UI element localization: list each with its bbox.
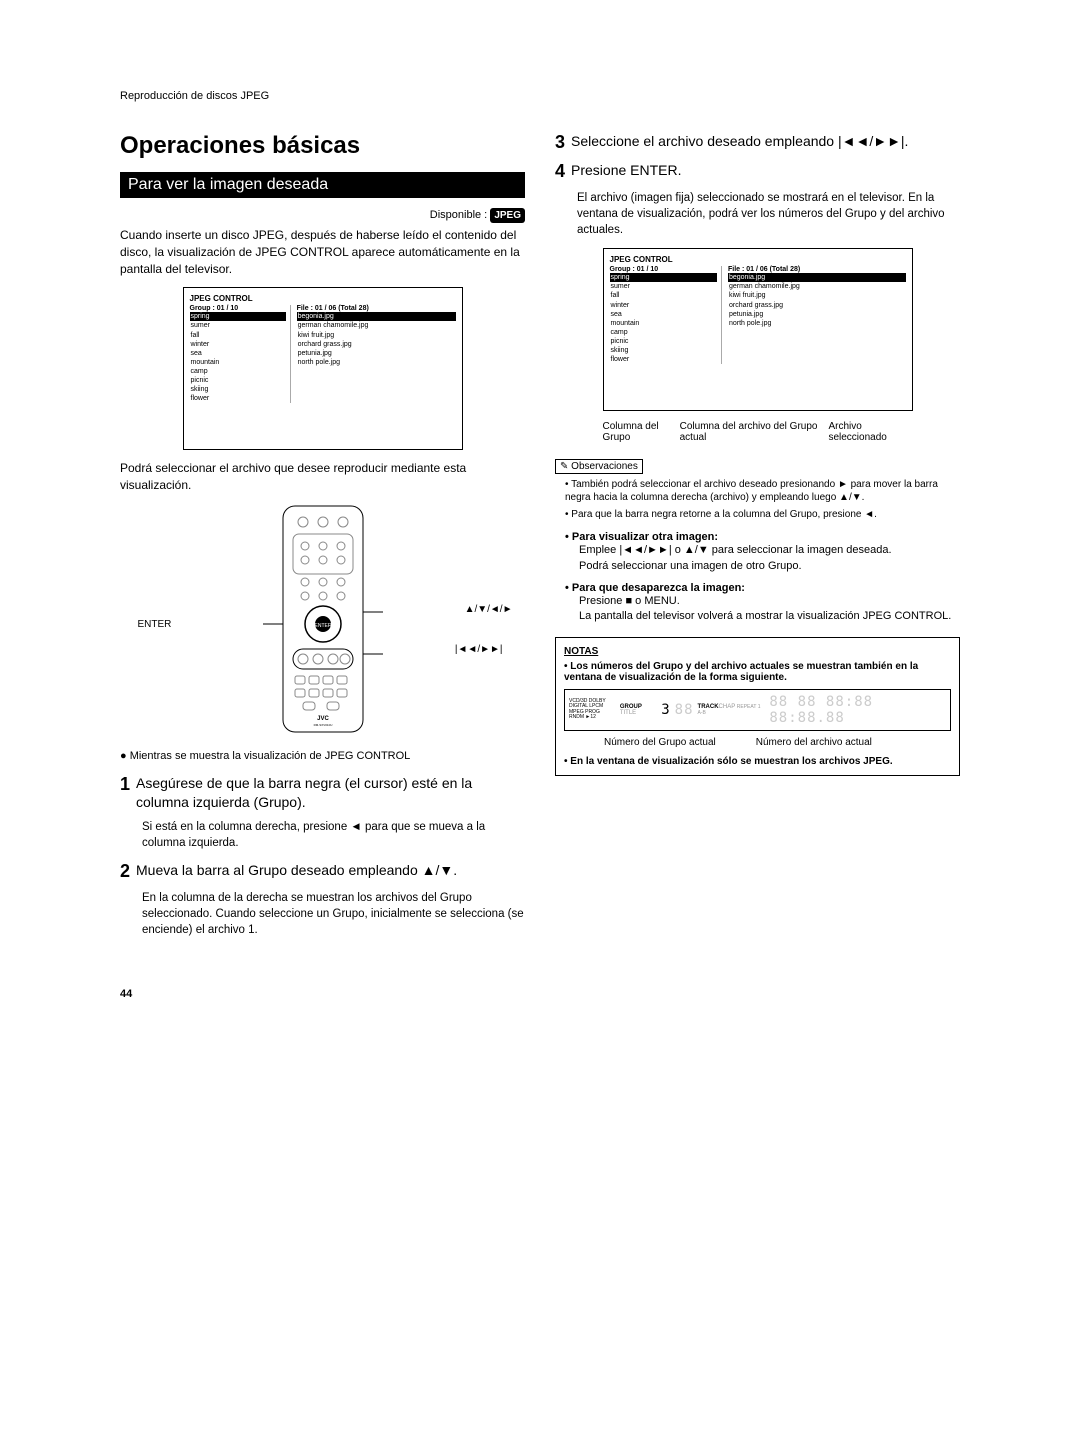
step-1: 1 Asegúrese de que la barra negra (el cu… [120, 774, 525, 810]
step-1-detail: Si está en la columna derecha, presione … [142, 819, 525, 851]
step-2-detail: En la columna de la derecha se muestran … [142, 890, 525, 938]
available-label: Disponible : JPEG [120, 208, 525, 223]
svg-text:JVC: JVC [317, 716, 329, 722]
svg-text:RM-SXV010U: RM-SXV010U [313, 723, 332, 727]
step-4: 4 Presione ENTER. [555, 161, 960, 182]
notas-box: NOTAS • Los números del Grupo y del arch… [555, 637, 960, 776]
intro-text: Cuando inserte un disco JPEG, después de… [120, 227, 525, 277]
visualizar-otra: • Para visualizar otra imagen: Emplee |◄… [555, 531, 960, 574]
page-title: Operaciones básicas [120, 132, 525, 160]
page-number: 44 [120, 988, 960, 1000]
step-3: 3 Seleccione el archivo deseado empleand… [555, 132, 960, 153]
left-column: Operaciones básicas Para ver la imagen d… [120, 132, 525, 948]
step-2: 2 Mueva la barra al Grupo deseado emplea… [120, 861, 525, 882]
observations-label: ✎ Observaciones [555, 459, 643, 474]
remote-diagram: ENTER JVC RM-SXV010U ENTER [183, 504, 463, 734]
observations-list: También podrá seleccionar el archivo des… [555, 478, 960, 521]
after-panel-text: Podrá seleccionar el archivo que desee r… [120, 460, 525, 494]
arrows-label: ▲/▼/◄/► [465, 604, 513, 615]
desaparezca: • Para que desaparezca la imagen: Presio… [555, 582, 960, 625]
panel-annotations: Columna del Grupo Columna del archivo de… [603, 421, 913, 443]
skip-label: |◄◄/►►| [455, 644, 503, 655]
precondition: ● Mientras se muestra la visualización d… [120, 749, 525, 764]
svg-text:ENTER: ENTER [314, 623, 331, 629]
step-4-detail: El archivo (imagen fija) seleccionado se… [577, 190, 960, 238]
enter-label: ENTER [138, 619, 172, 630]
section-heading: Para ver la imagen deseada [120, 172, 525, 198]
right-column: 3 Seleccione el archivo deseado empleand… [555, 132, 960, 948]
jpeg-control-panel-2: JPEG CONTROL Group : 01 / 10 springsumer… [603, 248, 913, 411]
lcd-display: VCD/3D DOLBY DIGITAL LPCM MPEG PROG RNDM… [564, 689, 951, 731]
breadcrumb: Reproducción de discos JPEG [120, 90, 960, 102]
jpeg-control-panel: JPEG CONTROL Group : 01 / 10 springsumer… [183, 287, 463, 450]
jpeg-badge-icon: JPEG [490, 208, 525, 223]
